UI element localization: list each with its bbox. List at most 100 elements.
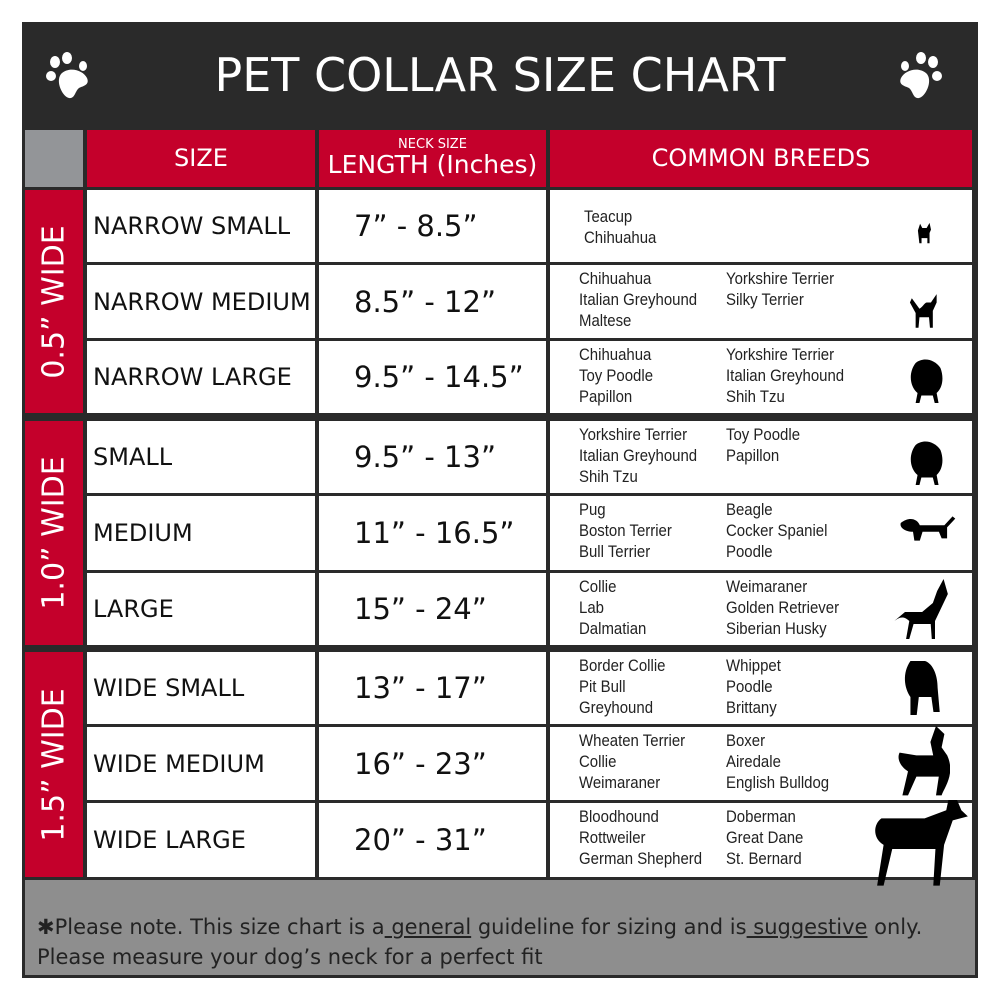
breeds-cell: Teacup Chihuahua bbox=[550, 190, 972, 262]
length-cell: 9.5” - 13” bbox=[319, 421, 546, 493]
group-label-1-0-wide: 1.0” WIDE bbox=[25, 421, 83, 645]
breeds-left: Teacup Chihuahua bbox=[584, 206, 656, 248]
footer-note: ✱Please note. This size chart is a gener… bbox=[25, 880, 975, 975]
group-label-1-5-wide: 1.5” WIDE bbox=[25, 652, 83, 877]
breeds-right: Whippet Poodle Brittany bbox=[726, 655, 781, 718]
breed-name: Whippet bbox=[726, 656, 781, 675]
breed-name: St. Bernard bbox=[726, 849, 802, 868]
dog-silhouette-shape bbox=[894, 579, 948, 639]
breed-name: Beagle bbox=[726, 500, 773, 519]
breeds-left: Wheaten Terrier Collie Weimaraner bbox=[579, 730, 685, 793]
breed-name: Cocker Spaniel bbox=[726, 521, 828, 540]
breed-name: Silky Terrier bbox=[726, 290, 804, 309]
size-cell: NARROW SMALL bbox=[87, 190, 315, 262]
breed-name: Lab bbox=[579, 598, 604, 617]
breed-name: Shih Tzu bbox=[726, 387, 785, 406]
page-title: PET COLLAR SIZE CHART bbox=[22, 22, 978, 128]
footer-line-1: ✱Please note. This size chart is a gener… bbox=[37, 915, 923, 939]
breed-name: Papillon bbox=[579, 387, 633, 406]
dog-silhouette-icon bbox=[898, 726, 950, 796]
breed-name: Italian Greyhound bbox=[579, 446, 698, 465]
header-length-label: LENGTH (Inches) bbox=[327, 150, 538, 179]
breed-name: Maltese bbox=[579, 311, 632, 330]
breed-name: Yorkshire Terrier bbox=[726, 345, 835, 364]
breed-name: Italian Greyhound bbox=[726, 366, 845, 385]
breed-name: Collie bbox=[579, 752, 617, 771]
breed-name: Golden Retriever bbox=[726, 598, 840, 617]
breeds-left: Pug Boston Terrier Bull Terrier bbox=[579, 499, 672, 562]
breed-name: Doberman bbox=[726, 807, 796, 826]
length-cell: 8.5” - 12” bbox=[319, 265, 546, 338]
length-cell: 9.5” - 14.5” bbox=[319, 341, 546, 413]
breed-name: Chihuahua bbox=[579, 345, 652, 364]
dog-silhouette-shape bbox=[910, 441, 943, 485]
breed-name: Greyhound bbox=[579, 698, 654, 717]
header-corner bbox=[25, 130, 83, 187]
breed-name: Great Dane bbox=[726, 828, 804, 847]
breed-name: Poodle bbox=[726, 677, 773, 696]
breed-name: Weimaraner bbox=[726, 577, 808, 596]
breed-name: Bloodhound bbox=[579, 807, 659, 826]
length-cell: 7” - 8.5” bbox=[319, 190, 546, 262]
dog-silhouette-shape bbox=[910, 359, 943, 403]
breeds-left: Collie Lab Dalmatian bbox=[579, 576, 646, 639]
size-cell: WIDE MEDIUM bbox=[87, 727, 315, 800]
breeds-cell: Chihuahua Italian Greyhound Maltese Yorkshi… bbox=[550, 265, 972, 338]
group-label-0-5-wide: 0.5” WIDE bbox=[25, 190, 83, 413]
breed-name: Boston Terrier bbox=[579, 521, 672, 540]
breed-name: Chihuahua bbox=[584, 228, 657, 247]
header-neck-size: NECK SIZE bbox=[398, 137, 467, 152]
size-cell: LARGE bbox=[87, 573, 315, 645]
length-cell: 20” - 31” bbox=[319, 803, 546, 877]
breed-name: Brittany bbox=[726, 698, 777, 717]
breeds-right: Beagle Cocker Spaniel Poodle bbox=[726, 499, 827, 562]
breeds-right: Weimaraner Golden Retriever Siberian Husky bbox=[726, 576, 839, 639]
breeds-cell: Collie Lab Dalmatian Weimaraner Golden Retri… bbox=[550, 573, 972, 645]
dog-silhouette-icon bbox=[904, 661, 940, 715]
breeds-cell: Border Collie Pit Bull Greyhound Whippet Poo… bbox=[550, 652, 972, 724]
breed-name: Border Collie bbox=[579, 656, 666, 675]
dog-silhouette-icon bbox=[917, 222, 931, 244]
breed-name: Yorkshire Terrier bbox=[726, 269, 835, 288]
breed-name: Yorkshire Terrier bbox=[579, 425, 688, 444]
length-cell: 13” - 17” bbox=[319, 652, 546, 724]
breed-name: German Shepherd bbox=[579, 849, 703, 868]
breeds-left: Chihuahua Italian Greyhound Maltese bbox=[579, 268, 697, 331]
breed-name: Rottweiler bbox=[579, 828, 646, 847]
breeds-cell: Yorkshire Terrier Italian Greyhound Shih T… bbox=[550, 421, 972, 493]
dog-silhouette-icon bbox=[910, 441, 943, 485]
breed-name: Toy Poodle bbox=[579, 366, 654, 385]
breeds-right: Toy Poodle Papillon bbox=[726, 424, 800, 466]
paw-icon bbox=[900, 52, 942, 99]
breed-name: Poodle bbox=[726, 542, 773, 561]
breeds-right: Yorkshire Terrier Silky Terrier bbox=[726, 268, 834, 310]
footer-line-2: Please measure your dog’s neck for a per… bbox=[37, 945, 543, 969]
breeds-left: Bloodhound Rottweiler German Shepherd bbox=[579, 806, 702, 869]
breeds-left: Chihuahua Toy Poodle Papillon bbox=[579, 344, 653, 407]
dog-silhouette-icon bbox=[875, 800, 968, 886]
header-length: NECK SIZE LENGTH (Inches) bbox=[319, 130, 546, 187]
dog-silhouette-icon bbox=[909, 294, 937, 328]
breeds-right: Doberman Great Dane St. Bernard bbox=[726, 806, 803, 869]
length-cell: 11” - 16.5” bbox=[319, 496, 546, 570]
size-cell: NARROW LARGE bbox=[87, 341, 315, 413]
dog-silhouette-shape bbox=[900, 516, 956, 541]
breed-name: Wheaten Terrier bbox=[579, 731, 686, 750]
size-cell: SMALL bbox=[87, 421, 315, 493]
breed-name: Teacup bbox=[584, 207, 633, 226]
breeds-left: Yorkshire Terrier Italian Greyhound Shih T… bbox=[579, 424, 697, 487]
breed-name: Siberian Husky bbox=[726, 619, 827, 638]
breed-name: Airedale bbox=[726, 752, 781, 771]
dog-silhouette-icon bbox=[894, 579, 948, 639]
dog-silhouette-icon bbox=[910, 359, 943, 403]
breeds-cell: Pug Boston Terrier Bull Terrier Beagle Cocke… bbox=[550, 496, 972, 570]
size-cell: MEDIUM bbox=[87, 496, 315, 570]
breed-name: Boxer bbox=[726, 731, 766, 750]
breeds-right: Yorkshire Terrier Italian Greyhound Shih T… bbox=[726, 344, 844, 407]
paw-icon bbox=[46, 52, 88, 99]
breed-name: Shih Tzu bbox=[579, 467, 638, 486]
breeds-right: Boxer Airedale English Bulldog bbox=[726, 730, 829, 793]
breed-name: English Bulldog bbox=[726, 773, 830, 792]
breed-name: Papillon bbox=[726, 446, 780, 465]
size-cell: WIDE SMALL bbox=[87, 652, 315, 724]
